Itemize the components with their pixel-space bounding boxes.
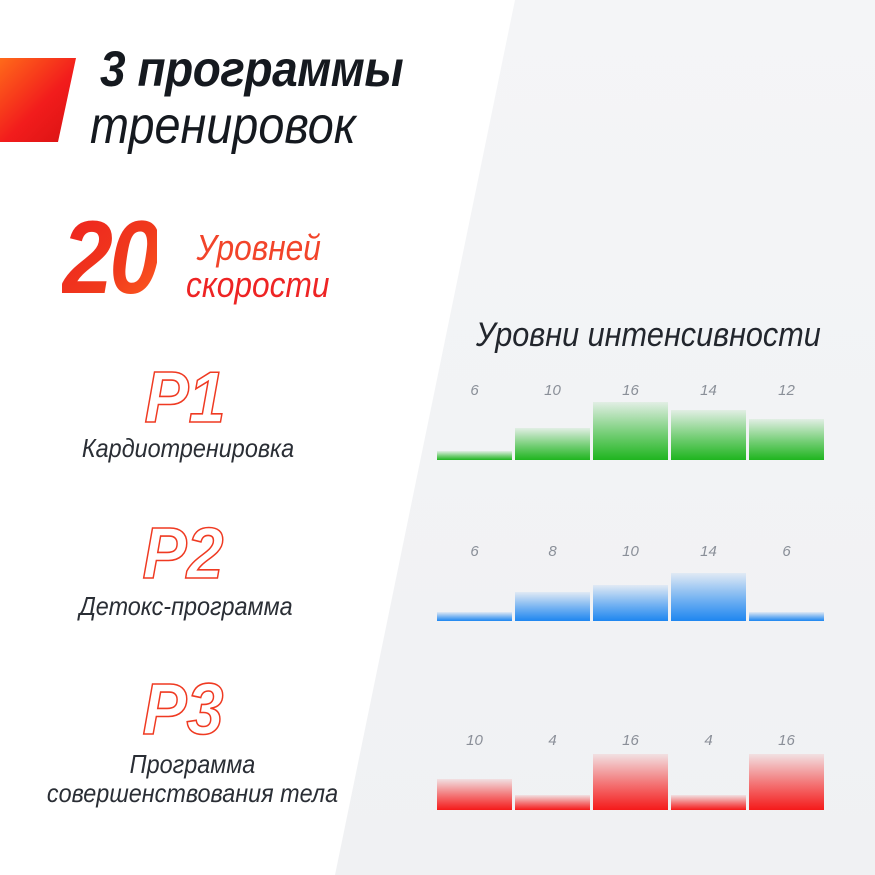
bar-value-label: 6 (470, 382, 479, 399)
intensity-bar (515, 795, 590, 810)
intensity-chart-p2: 6 8 10 14 6 (437, 541, 827, 621)
bar-value-label: 14 (700, 543, 717, 560)
speed-levels-number: 20 (62, 200, 160, 316)
speed-label-line2: скорости (186, 263, 330, 305)
chart-title: Уровни интенсивности (476, 316, 821, 354)
bar-value-label: 16 (622, 732, 639, 749)
page-title-line1: 3 программы (100, 41, 404, 97)
bar-value-label: 12 (778, 382, 795, 399)
intensity-bar (593, 402, 668, 460)
speed-levels-label: Уровней скорости (186, 227, 330, 305)
program-badge-p2: P2 (142, 514, 225, 594)
bar-value-label: 10 (466, 732, 483, 749)
intensity-chart-p3: 10 4 16 4 16 (437, 730, 827, 810)
bar-value-label: 8 (548, 543, 557, 560)
intensity-bar (593, 754, 668, 810)
intensity-bar (437, 451, 512, 460)
bar-value-label: 14 (700, 382, 717, 399)
intensity-bar (437, 612, 512, 621)
program-name-p1: Кардиотренировка (53, 433, 323, 463)
speed-label-line1: Уровней (196, 227, 321, 268)
bar-value-label: 10 (544, 382, 561, 399)
bar-value-label: 6 (470, 543, 479, 560)
intensity-bar (515, 428, 590, 460)
intensity-bar (671, 573, 746, 621)
intensity-bar (749, 754, 824, 810)
bar-value-label: 4 (548, 732, 557, 749)
program-name-p2: Детокс-программа (51, 591, 321, 621)
intensity-chart-p1: 6 10 16 14 12 (437, 380, 827, 460)
intensity-bar (671, 410, 746, 460)
bar-value-label: 16 (622, 382, 639, 399)
program-badge-p1: P1 (144, 358, 227, 438)
bar-value-label: 10 (622, 543, 639, 560)
bar-value-label: 6 (782, 543, 791, 560)
intensity-bar (437, 779, 512, 810)
program-name-p3: Программа совершенствования тела (37, 749, 348, 809)
bar-value-label: 16 (778, 732, 795, 749)
program-name-line: Программа (129, 749, 256, 779)
program-badge-p3: P3 (142, 670, 225, 750)
intensity-bar (749, 612, 824, 621)
accent-parallelogram (0, 58, 76, 142)
program-name-line: совершенствования тела (46, 778, 339, 809)
program-name-line: Детокс-программа (79, 591, 293, 621)
intensity-bar (593, 585, 668, 621)
intensity-bar (749, 419, 824, 460)
bar-value-label: 4 (704, 732, 713, 749)
program-name-line: Кардиотренировка (81, 433, 295, 463)
page-title-line2: тренировок (90, 97, 356, 155)
intensity-bar (671, 795, 746, 810)
intensity-bar (515, 592, 590, 621)
